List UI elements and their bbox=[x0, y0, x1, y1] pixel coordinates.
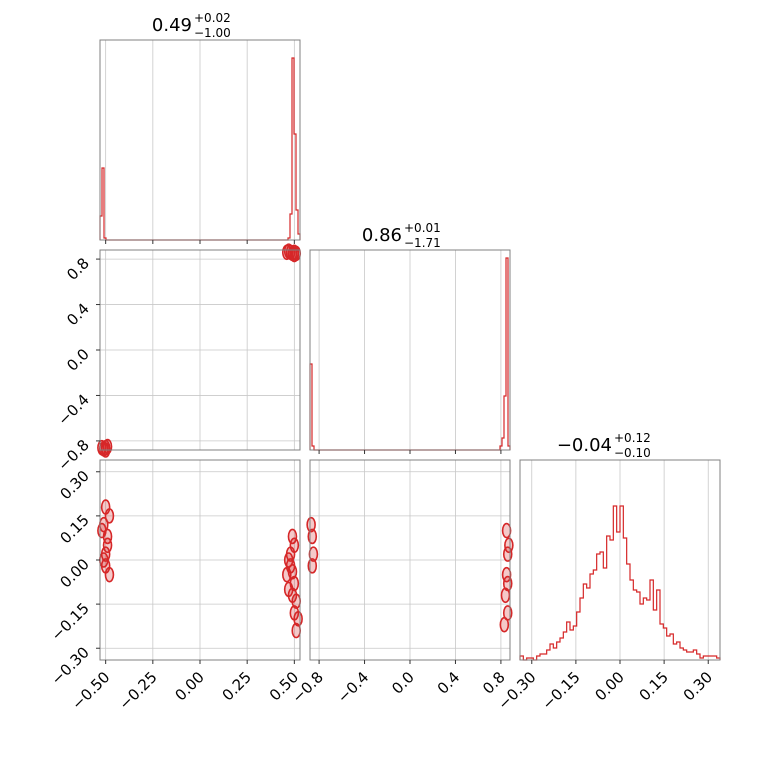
scatter-point-10 bbox=[306, 516, 316, 533]
scatter-panel-2-0 bbox=[97, 459, 303, 661]
histogram-line-2 bbox=[519, 505, 721, 661]
scatter-point-5 bbox=[501, 522, 512, 539]
xtick-label-1-2: 0.0 bbox=[388, 668, 418, 698]
scatter-point-10 bbox=[289, 537, 300, 554]
scatter-point-6 bbox=[499, 616, 510, 633]
ytick-label-1-0: −0.8 bbox=[54, 436, 92, 474]
ytick-label-1-2: 0.0 bbox=[63, 345, 93, 375]
title-err-minus-1: −1.71 bbox=[404, 236, 441, 250]
scatter-panel-2-1 bbox=[306, 459, 514, 661]
histogram-panel-1: 0.86 +0.01−1.71 bbox=[309, 221, 511, 454]
scatter-point-22 bbox=[104, 566, 115, 583]
scatter-point-4 bbox=[287, 528, 298, 545]
title-err-plus-0: +0.02 bbox=[194, 11, 231, 25]
scatter-point-7 bbox=[502, 575, 513, 592]
ytick-label-2-2: 0.00 bbox=[56, 555, 92, 591]
histogram-panel-2: −0.04 +0.12−0.10 bbox=[519, 431, 721, 661]
scatter-point-12 bbox=[287, 587, 298, 604]
xtick-label-0-2: 0.00 bbox=[171, 668, 207, 704]
ytick-label-1-1: −0.4 bbox=[54, 391, 92, 429]
scatter-point-20 bbox=[97, 522, 107, 539]
title-err-plus-1: +0.01 bbox=[404, 221, 441, 235]
scatter-point-6 bbox=[281, 244, 292, 261]
ytick-label-1-4: 0.8 bbox=[63, 254, 93, 284]
scatter-point-9 bbox=[281, 566, 292, 583]
title-err-plus-2: +0.12 bbox=[614, 431, 651, 445]
xtick-label-0-1: −0.25 bbox=[115, 668, 160, 713]
histogram-title-2: −0.04 bbox=[557, 435, 612, 456]
scatter-point-23 bbox=[98, 552, 109, 568]
ytick-label-2-1: −0.15 bbox=[48, 599, 93, 644]
scatter-panel-1-0 bbox=[97, 243, 302, 458]
scatter-point-11 bbox=[97, 439, 107, 456]
xtick-label-0-0: −0.50 bbox=[68, 668, 113, 713]
histogram-title-0: 0.49 bbox=[152, 15, 192, 36]
xtick-label-2-2: 0.00 bbox=[591, 668, 627, 704]
xtick-label-0-3: 0.25 bbox=[219, 668, 255, 704]
histogram-title-1: 0.86 bbox=[362, 225, 402, 246]
scatter-point-3 bbox=[504, 537, 514, 554]
xtick-label-2-4: 0.30 bbox=[680, 668, 716, 704]
scatter-point-13 bbox=[283, 552, 294, 568]
histogram-panel-0: 0.49 +0.02−1.00 bbox=[99, 11, 301, 244]
scatter-point-21 bbox=[100, 499, 111, 515]
title-err-minus-0: −1.00 bbox=[194, 26, 231, 40]
xtick-label-1-1: −0.4 bbox=[334, 668, 372, 706]
ytick-label-1-3: 0.4 bbox=[63, 300, 93, 330]
xtick-label-2-1: −0.15 bbox=[538, 668, 583, 713]
xtick-label-2-3: 0.15 bbox=[636, 668, 672, 704]
scatter-point-11 bbox=[291, 622, 302, 639]
ytick-label-2-4: 0.30 bbox=[56, 467, 92, 503]
title-err-minus-2: −0.10 bbox=[614, 446, 651, 460]
scatter-point-19 bbox=[102, 537, 113, 554]
scatter-point-11 bbox=[307, 558, 318, 574]
scatter-point-9 bbox=[308, 546, 319, 562]
ytick-label-2-3: 0.15 bbox=[56, 511, 92, 547]
xtick-label-1-3: 0.4 bbox=[434, 668, 464, 698]
